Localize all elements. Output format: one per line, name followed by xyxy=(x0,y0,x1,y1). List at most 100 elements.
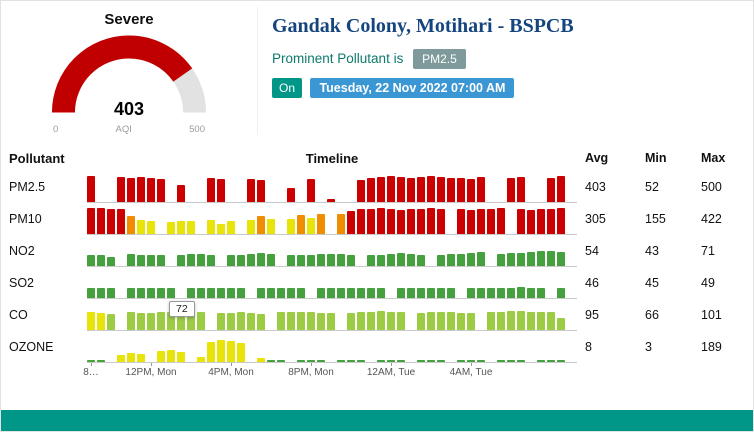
timeline-bar[interactable] xyxy=(107,288,115,298)
timeline-bar[interactable] xyxy=(437,312,445,330)
timeline-bar[interactable] xyxy=(517,311,525,330)
timeline-bar[interactable] xyxy=(457,209,465,234)
timeline-bar[interactable] xyxy=(107,209,115,234)
timeline-bar[interactable] xyxy=(347,288,355,298)
timeline-bar[interactable] xyxy=(367,255,375,266)
timeline-bar[interactable] xyxy=(397,177,405,202)
timeline-bar[interactable] xyxy=(457,360,465,362)
timeline-bar[interactable] xyxy=(347,360,355,362)
timeline-bar[interactable] xyxy=(147,178,155,202)
timeline-bar[interactable] xyxy=(317,360,325,362)
timeline-bar[interactable] xyxy=(417,209,425,234)
timeline-bar[interactable] xyxy=(547,178,555,202)
timeline-bar[interactable] xyxy=(527,312,535,330)
timeline-bar[interactable] xyxy=(347,255,355,266)
timeline-bar[interactable] xyxy=(237,255,245,266)
timeline-bar[interactable] xyxy=(517,253,525,266)
timeline-bar[interactable] xyxy=(487,312,495,330)
timeline-bar[interactable] xyxy=(457,178,465,202)
timeline-bar[interactable] xyxy=(497,360,505,362)
timeline-bar[interactable] xyxy=(337,360,345,362)
timeline-bar[interactable] xyxy=(217,340,225,362)
timeline-bar[interactable] xyxy=(427,360,435,362)
timeline-bar[interactable] xyxy=(387,176,395,202)
timeline-bar[interactable] xyxy=(297,360,305,362)
timeline-bar[interactable] xyxy=(107,257,115,266)
timeline-bar[interactable] xyxy=(377,360,385,362)
timeline-bar[interactable] xyxy=(167,288,175,298)
timeline-bar[interactable] xyxy=(547,251,555,266)
timeline-bar[interactable] xyxy=(217,179,225,202)
timeline-bar[interactable] xyxy=(297,215,305,234)
timeline-bar[interactable] xyxy=(417,313,425,330)
timeline-bar[interactable] xyxy=(377,311,385,330)
timeline-bar[interactable] xyxy=(307,255,315,266)
timeline-bar[interactable] xyxy=(497,208,505,234)
timeline-bar[interactable] xyxy=(557,176,565,202)
timeline-bar[interactable] xyxy=(387,254,395,266)
timeline-bar[interactable] xyxy=(517,360,525,362)
timeline-bar[interactable] xyxy=(377,177,385,202)
timeline-bar[interactable] xyxy=(377,208,385,234)
timeline-bar[interactable] xyxy=(237,312,245,330)
timeline-bar[interactable] xyxy=(557,360,565,362)
timeline-bar[interactable] xyxy=(87,312,95,330)
timeline-bar[interactable] xyxy=(157,179,165,202)
timeline-bar[interactable] xyxy=(397,253,405,266)
timeline-bar[interactable] xyxy=(417,360,425,362)
timeline-bar[interactable] xyxy=(337,214,345,234)
timeline-bar[interactable] xyxy=(227,341,235,362)
timeline-bar[interactable] xyxy=(287,188,295,202)
timeline-bar[interactable] xyxy=(177,255,185,266)
timeline-bar[interactable] xyxy=(477,252,485,266)
timeline-bar[interactable] xyxy=(427,208,435,234)
timeline-bar[interactable] xyxy=(397,312,405,330)
timeline-bar[interactable] xyxy=(447,254,455,266)
timeline-bar[interactable] xyxy=(307,312,315,330)
timeline-bar[interactable] xyxy=(157,312,165,330)
timeline-bar[interactable] xyxy=(127,353,135,362)
timeline-bar[interactable] xyxy=(437,255,445,266)
timeline-bar[interactable] xyxy=(227,288,235,298)
timeline-bar[interactable] xyxy=(367,178,375,202)
timeline-bar[interactable] xyxy=(207,255,215,266)
timeline-bar[interactable] xyxy=(257,314,265,330)
timeline-bar[interactable] xyxy=(297,288,305,298)
timeline-bar[interactable] xyxy=(467,288,475,298)
timeline-bar[interactable] xyxy=(227,255,235,266)
timeline-bar[interactable] xyxy=(357,288,365,298)
timeline-bar[interactable] xyxy=(157,351,165,362)
timeline-bar[interactable] xyxy=(397,210,405,234)
timeline-bar[interactable] xyxy=(257,216,265,234)
timeline-bar[interactable] xyxy=(547,360,555,362)
timeline-bar[interactable] xyxy=(337,288,345,298)
timeline-bar[interactable] xyxy=(187,221,195,234)
timeline-bar[interactable] xyxy=(127,312,135,330)
timeline-bar[interactable] xyxy=(467,360,475,362)
timeline-bar[interactable] xyxy=(247,254,255,266)
timeline-bar[interactable] xyxy=(197,357,205,362)
timeline-bar[interactable] xyxy=(167,312,175,330)
timeline-bar[interactable] xyxy=(317,288,325,298)
timeline-bar[interactable] xyxy=(547,312,555,330)
timeline-bar[interactable] xyxy=(537,251,545,266)
timeline-bar[interactable] xyxy=(117,177,125,202)
timeline-bar[interactable] xyxy=(157,288,165,298)
timeline-bar[interactable] xyxy=(197,312,205,330)
timeline-bar[interactable] xyxy=(127,178,135,202)
timeline-bar[interactable] xyxy=(147,313,155,330)
timeline-bar[interactable] xyxy=(357,209,365,234)
timeline-bar[interactable] xyxy=(97,255,105,266)
timeline-bar[interactable] xyxy=(307,179,315,202)
timeline-bar[interactable] xyxy=(467,210,475,234)
timeline-bar[interactable] xyxy=(87,176,95,202)
timeline-bar[interactable] xyxy=(247,179,255,202)
timeline-bar[interactable] xyxy=(287,312,295,330)
timeline-bar[interactable] xyxy=(257,358,265,362)
timeline-bar[interactable] xyxy=(207,342,215,362)
timeline-bar[interactable] xyxy=(177,221,185,234)
timeline-bar[interactable] xyxy=(97,313,105,330)
timeline-bar[interactable] xyxy=(427,312,435,330)
timeline-bar[interactable] xyxy=(487,288,495,298)
timeline-bar[interactable] xyxy=(327,288,335,298)
